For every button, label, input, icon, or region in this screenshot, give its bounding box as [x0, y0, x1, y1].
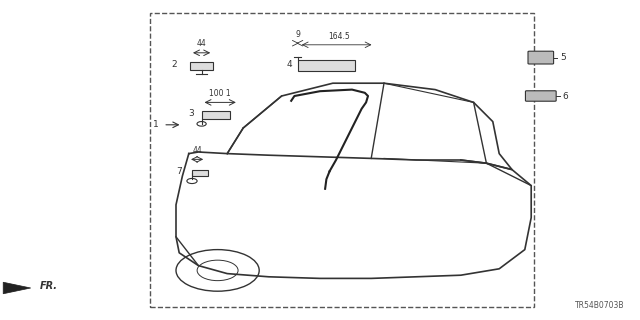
Text: 5: 5	[560, 53, 566, 62]
Text: 164.5: 164.5	[328, 32, 350, 41]
Text: 1: 1	[153, 120, 159, 129]
Bar	[202, 111, 230, 119]
Text: 3: 3	[188, 109, 194, 118]
Text: 7: 7	[177, 167, 182, 176]
Text: 44: 44	[192, 146, 202, 155]
FancyBboxPatch shape	[528, 51, 554, 64]
Text: 44: 44	[196, 39, 207, 48]
Text: 6: 6	[563, 92, 568, 100]
Text: 100 1: 100 1	[209, 89, 231, 98]
Text: 9: 9	[295, 30, 300, 39]
FancyBboxPatch shape	[525, 91, 556, 101]
Text: 4: 4	[287, 60, 292, 68]
Bar	[298, 60, 355, 71]
Bar	[190, 61, 213, 70]
Text: 2: 2	[172, 60, 177, 68]
Text: FR.: FR.	[40, 281, 58, 292]
Text: TR54B0703B: TR54B0703B	[575, 301, 624, 310]
Bar	[192, 170, 209, 176]
Polygon shape	[3, 282, 31, 294]
